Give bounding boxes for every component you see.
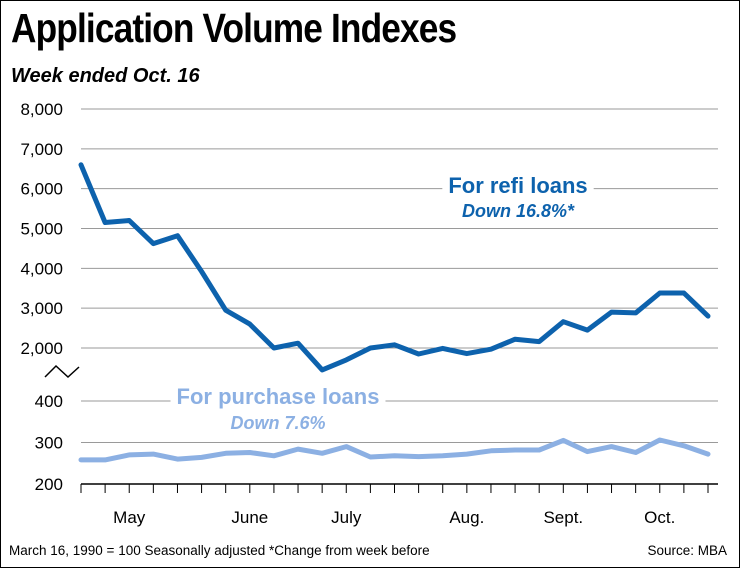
series-label-purchase-group: For purchase loans [170, 383, 386, 410]
data-point [442, 348, 443, 349]
data-point [177, 235, 178, 236]
series-label-purchase: For purchase loans [177, 384, 380, 409]
data-point [297, 449, 298, 450]
data-point [105, 459, 106, 460]
x-tick-label: Sept. [543, 508, 583, 527]
data-point [201, 271, 202, 272]
data-point [683, 445, 684, 446]
chart-subtitle: Week ended Oct. 16 [11, 65, 200, 87]
data-point [466, 353, 467, 354]
y-tick-label: 8,000 [20, 100, 63, 119]
data-point [539, 449, 540, 450]
data-point [659, 439, 660, 440]
y-tick-label: 5,000 [20, 220, 63, 239]
y-tick-label: 300 [35, 434, 63, 453]
axis-break-mark [44, 364, 80, 379]
data-point [153, 243, 154, 244]
data-point [105, 222, 106, 223]
data-point [80, 164, 81, 165]
data-point [707, 454, 708, 455]
data-point [177, 459, 178, 460]
series-annotation-purchase-bg [224, 412, 332, 434]
data-point [418, 456, 419, 457]
data-point [249, 452, 250, 453]
y-tick-label: 6,000 [20, 180, 63, 199]
y-tick-label: 200 [35, 475, 63, 494]
data-point [418, 353, 419, 354]
data-point [346, 446, 347, 447]
data-point [370, 456, 371, 457]
line-chart: 2,000 3,000 4,000 5,000 6,000 7,000 8,000 200 30… [20, 100, 718, 527]
series-annotation-refi: Down 16.8%* [462, 201, 575, 221]
y-tick-label: 400 [35, 392, 63, 411]
data-point [635, 312, 636, 313]
data-point [297, 343, 298, 344]
data-point [225, 310, 226, 311]
chart-title: Application Volume Indexes [11, 5, 457, 51]
data-point [370, 347, 371, 348]
x-tick-label: July [331, 508, 362, 527]
data-point [515, 449, 516, 450]
y-tick-label: 3,000 [20, 299, 63, 318]
series-annotation-refi-group: Down 16.8%* [455, 200, 582, 222]
series-line-refi [78, 162, 711, 373]
data-point [346, 359, 347, 360]
data-point [249, 324, 250, 325]
data-point [129, 454, 130, 455]
data-point [273, 347, 274, 348]
data-point [394, 344, 395, 345]
data-point [611, 446, 612, 447]
series-annotation-purchase-group: Down 7.6% [224, 412, 332, 434]
series-label-purchase-bg [170, 383, 386, 410]
data-point [587, 330, 588, 331]
y-tick-label: 4,000 [20, 259, 63, 278]
data-point [611, 312, 612, 313]
data-point [466, 454, 467, 455]
source-label: Source: MBA [647, 543, 727, 558]
data-point [129, 220, 130, 221]
data-point [225, 453, 226, 454]
y-tick-label: 7,000 [20, 140, 63, 159]
data-point [563, 321, 564, 322]
data-point [635, 452, 636, 453]
y-tick-label: 2,000 [20, 339, 63, 358]
series-label-refi: For refi loans [448, 173, 587, 198]
data-point [80, 459, 81, 460]
data-point [490, 349, 491, 350]
x-tick-label: Aug. [449, 508, 484, 527]
data-point [587, 451, 588, 452]
series-annotation-refi-bg [455, 200, 582, 222]
series-annotation-purchase: Down 7.6% [230, 413, 325, 433]
data-point [273, 455, 274, 456]
x-tick-label: May [113, 508, 146, 527]
footer-note: March 16, 1990 = 100 Seasonally adjusted… [9, 543, 430, 558]
data-point [539, 341, 540, 342]
series-label-refi-group: For refi loans [442, 172, 594, 199]
x-tick-label: June [231, 508, 268, 527]
data-point [201, 457, 202, 458]
data-point [563, 440, 564, 441]
data-point [442, 455, 443, 456]
data-point [659, 292, 660, 293]
data-point [683, 292, 684, 293]
data-point [707, 316, 708, 317]
series-line-purchase [78, 437, 711, 463]
data-point [322, 453, 323, 454]
series-label-refi-bg [442, 172, 594, 199]
data-point [153, 454, 154, 455]
data-point [490, 450, 491, 451]
data-point [515, 339, 516, 340]
data-point [322, 369, 323, 370]
data-point [394, 455, 395, 456]
x-tick-label: Oct. [644, 508, 675, 527]
